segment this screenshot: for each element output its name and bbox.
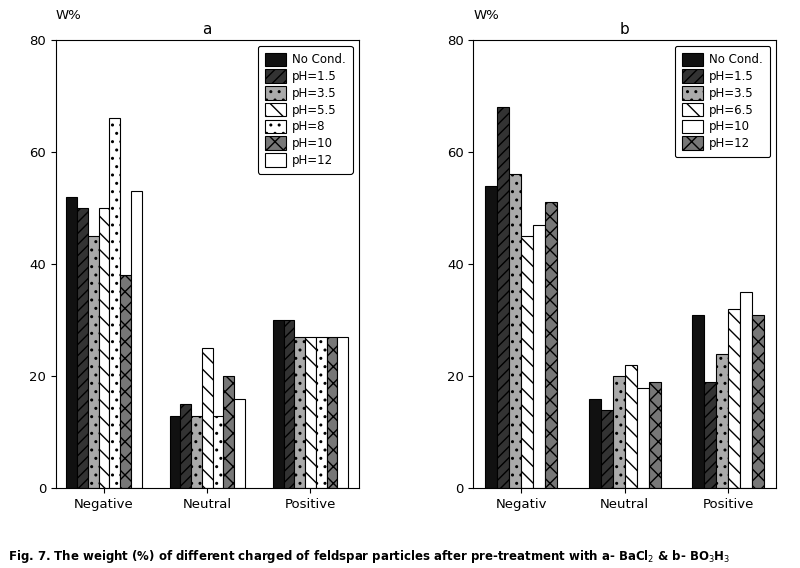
Bar bbox=[110, 118, 120, 488]
Bar bbox=[589, 399, 601, 488]
Bar bbox=[497, 107, 509, 488]
Bar bbox=[601, 410, 613, 488]
Bar bbox=[170, 416, 180, 488]
Bar bbox=[637, 387, 649, 488]
Bar bbox=[728, 309, 740, 488]
Bar bbox=[716, 354, 728, 488]
Title: b: b bbox=[620, 22, 630, 37]
Bar bbox=[305, 337, 316, 488]
Text: W%: W% bbox=[474, 9, 499, 22]
Bar bbox=[223, 376, 234, 488]
Bar bbox=[485, 186, 497, 488]
Bar bbox=[77, 208, 88, 488]
Bar bbox=[131, 191, 142, 488]
Bar bbox=[692, 315, 704, 488]
Legend: No Cond., pH=1.5, pH=3.5, pH=5.5, pH=8, pH=10, pH=12: No Cond., pH=1.5, pH=3.5, pH=5.5, pH=8, … bbox=[258, 45, 353, 174]
Bar bbox=[273, 320, 283, 488]
Text: Fig. 7. The weight (%) of different charged of feldspar particles after pre-trea: Fig. 7. The weight (%) of different char… bbox=[8, 548, 730, 565]
Bar bbox=[546, 202, 558, 488]
Bar bbox=[753, 315, 765, 488]
Bar bbox=[649, 382, 661, 488]
Bar bbox=[88, 236, 98, 488]
Bar bbox=[234, 399, 245, 488]
Bar bbox=[509, 174, 522, 488]
Text: W%: W% bbox=[56, 9, 82, 22]
Bar bbox=[534, 225, 546, 488]
Legend: No Cond., pH=1.5, pH=3.5, pH=6.5, pH=10, pH=12: No Cond., pH=1.5, pH=3.5, pH=6.5, pH=10,… bbox=[675, 45, 770, 157]
Bar bbox=[120, 275, 131, 488]
Bar bbox=[704, 382, 716, 488]
Bar bbox=[213, 416, 223, 488]
Bar bbox=[625, 365, 637, 488]
Bar bbox=[740, 292, 753, 488]
Bar bbox=[316, 337, 326, 488]
Bar bbox=[522, 236, 534, 488]
Title: a: a bbox=[202, 22, 212, 37]
Bar bbox=[66, 197, 77, 488]
Bar bbox=[338, 337, 348, 488]
Bar bbox=[180, 404, 191, 488]
Bar bbox=[294, 337, 305, 488]
Bar bbox=[283, 320, 294, 488]
Bar bbox=[613, 376, 625, 488]
Bar bbox=[98, 208, 110, 488]
Bar bbox=[202, 348, 213, 488]
Bar bbox=[191, 416, 202, 488]
Bar bbox=[326, 337, 338, 488]
